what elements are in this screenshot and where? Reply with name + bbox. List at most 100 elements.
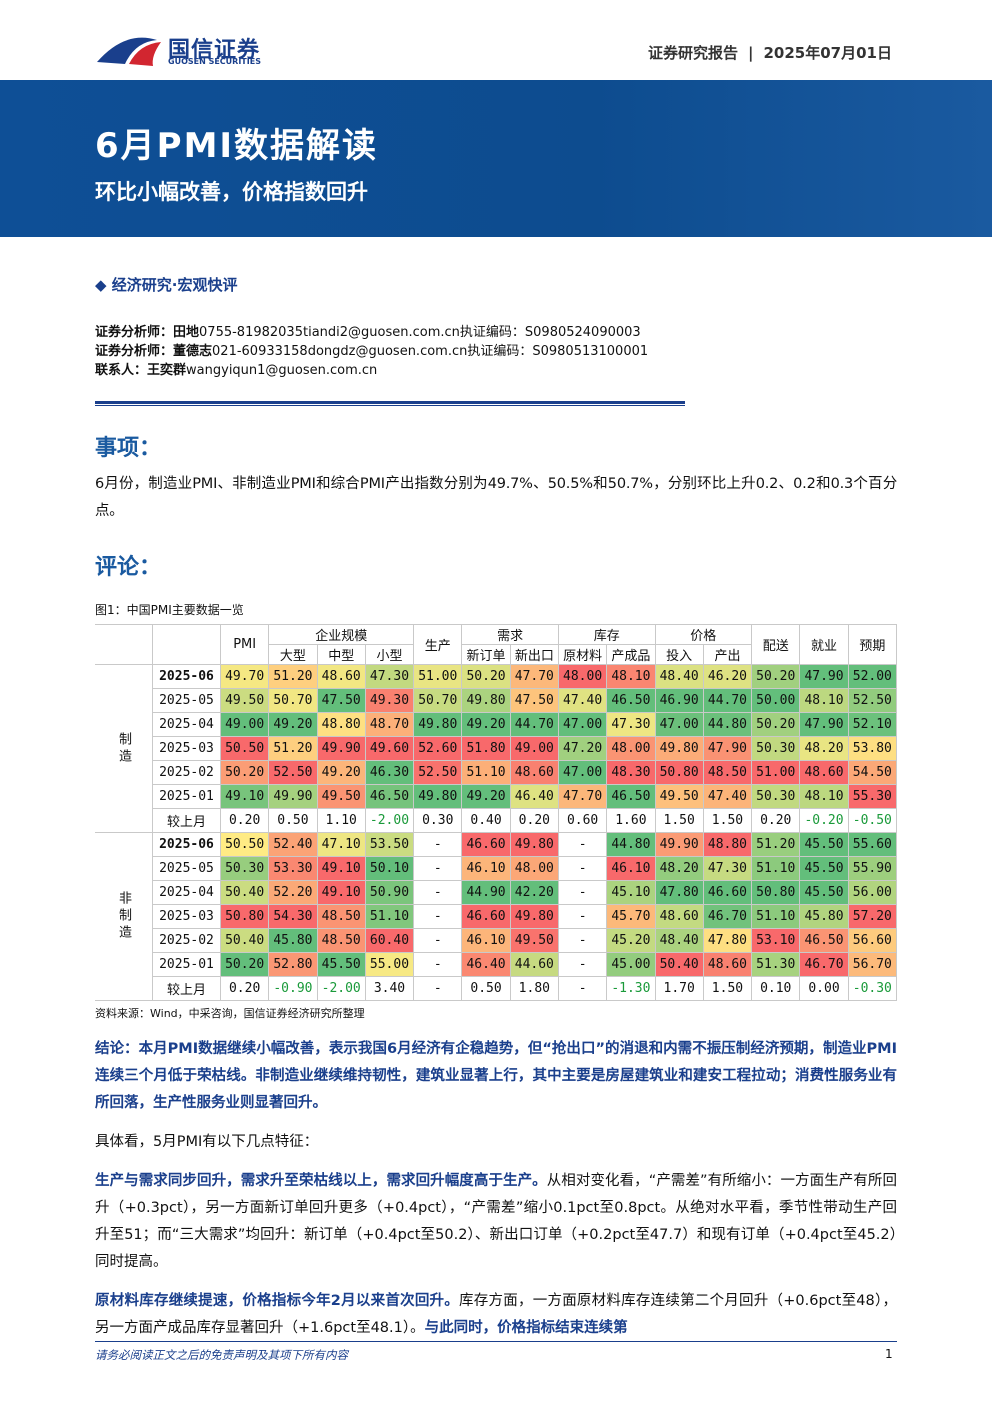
data-row: 较上月 0.20 0.50 1.10 -2.00 0.30 0.40 0.20 0.60 1.60… <box>95 808 898 833</box>
value-cell: -2.00 <box>364 808 415 833</box>
value-cell: 47.70 <box>557 784 608 809</box>
value-cell: 1.80 <box>509 976 559 1001</box>
value-cell: 50.70 <box>413 688 463 713</box>
header-cell: 投入 <box>654 644 704 665</box>
data-row: 2025-01 49.10 49.90 49.50 46.50 49.80 49.20 46.… <box>95 784 898 809</box>
analyst-cert: 执证编码：S0980524090003 <box>459 325 641 340</box>
value-cell: 48.10 <box>799 688 849 713</box>
data-row: 2025-03 50.80 54.30 48.50 51.10-46.60 49.80-4… <box>95 904 898 929</box>
row-label: 2025-06 <box>152 664 221 689</box>
value-cell: 47.80 <box>654 880 704 905</box>
section-tag: ◆ 经济研究·宏观快评 <box>95 276 238 294</box>
value-cell: 49.10 <box>316 880 366 905</box>
header-cell: 需求 <box>461 624 559 645</box>
value-cell: 48.40 <box>654 664 704 689</box>
row-label: 较上月 <box>152 808 221 833</box>
bold-text: 原材料库存继续提速，价格指标今年2月以来首次回升。 <box>95 1293 460 1309</box>
report-type: 证券研究报告 <box>648 44 739 62</box>
corner <box>152 624 221 665</box>
value-cell: 57.20 <box>847 904 898 929</box>
paragraph: 具体看，5月PMI有以下几点特征： <box>95 1129 897 1156</box>
value-cell: 0.20 <box>219 976 270 1001</box>
value-cell: -0.50 <box>847 808 898 833</box>
logo-mark <box>97 37 161 66</box>
value-cell: 49.90 <box>654 832 704 857</box>
value-cell: 46.40 <box>509 784 559 809</box>
value-cell: 46.60 <box>702 880 753 905</box>
data-row: 较上月 0.20 -0.90 -2.00 3.40-0.50 1.80- -1.30 1.70… <box>95 976 898 1001</box>
row-label: 2025-02 <box>152 928 221 953</box>
value-cell: 54.30 <box>268 904 318 929</box>
group-label: 制造 <box>95 664 153 833</box>
value-cell: 49.20 <box>316 760 366 785</box>
value-cell: 49.20 <box>461 784 511 809</box>
value-cell: 49.00 <box>509 736 559 761</box>
footer-rule <box>95 1341 897 1342</box>
value-cell: 44.90 <box>461 880 511 905</box>
value-cell: 48.00 <box>606 736 656 761</box>
value-cell: 1.70 <box>654 976 704 1001</box>
value-cell: 44.70 <box>509 712 559 737</box>
analyst-role: 证券分析师： <box>95 325 174 340</box>
value-cell: -0.90 <box>268 976 318 1001</box>
row-label: 2025-01 <box>152 952 221 977</box>
value-cell: 47.90 <box>702 736 753 761</box>
disclaimer: 请务必阅读正文之后的免责声明及其项下所有内容 <box>95 1348 348 1362</box>
value-cell: 47.30 <box>606 712 656 737</box>
header-cell: 价格 <box>654 624 753 645</box>
analyst-row: 证券分析师：田地0755-81982035tiandi2@guosen.com.… <box>95 321 897 340</box>
section-tag-text: 经济研究·宏观快评 <box>111 276 238 294</box>
value-cell: 49.90 <box>316 736 366 761</box>
row-label: 2025-03 <box>152 736 221 761</box>
value-cell: 47.30 <box>364 664 415 689</box>
header-cell: 大型 <box>268 644 318 665</box>
value-cell: -0.30 <box>847 976 898 1001</box>
value-cell: 45.80 <box>268 928 318 953</box>
value-cell: 0.30 <box>413 808 463 833</box>
value-cell: 45.20 <box>606 928 656 953</box>
value-cell: 46.70 <box>799 952 849 977</box>
value-cell: 50.80 <box>751 880 801 905</box>
value-cell: 49.20 <box>268 712 318 737</box>
value-cell: 48.60 <box>316 664 366 689</box>
figure-caption: 图1：中国PMI主要数据一览 <box>95 603 244 617</box>
value-cell: 50.20 <box>461 664 511 689</box>
value-cell: 49.80 <box>413 712 463 737</box>
value-cell: 49.30 <box>364 688 415 713</box>
value-cell: - <box>557 880 608 905</box>
analyst-name: 董德志 <box>173 344 213 359</box>
value-cell: 49.60 <box>364 736 415 761</box>
value-cell: 48.60 <box>702 952 753 977</box>
value-cell: 49.50 <box>219 688 270 713</box>
value-cell: 45.50 <box>799 856 849 881</box>
rule <box>95 401 685 406</box>
value-cell: - <box>557 952 608 977</box>
header-cell: PMI <box>219 624 270 665</box>
value-cell: 50.10 <box>364 856 415 881</box>
title: 6月PMI数据解读 <box>95 126 379 166</box>
value-cell: 51.00 <box>413 664 463 689</box>
value-cell: 49.70 <box>219 664 270 689</box>
paragraph: 生产与需求同步回升，需求升至荣枯线以上，需求回升幅度高于生产。从相对变化看，“产… <box>95 1168 897 1276</box>
header-cell: 企业规模 <box>268 624 415 645</box>
value-cell: 42.20 <box>509 880 559 905</box>
data-row: 2025-04 50.40 52.20 49.10 50.90-44.90 42.20-4… <box>95 880 898 905</box>
value-cell: 47.50 <box>316 688 366 713</box>
analyst-email: dongdz@guosen.com.cn <box>307 344 468 359</box>
analyst-email: tiandi2@guosen.com.cn <box>302 325 460 340</box>
value-cell: 48.70 <box>364 712 415 737</box>
value-cell: 3.40 <box>364 976 415 1001</box>
value-cell: 49.80 <box>509 904 559 929</box>
value-cell: 50.80 <box>219 904 270 929</box>
value-cell: 56.60 <box>847 928 898 953</box>
analysts: 证券分析师：田地0755-81982035tiandi2@guosen.com.… <box>95 321 897 378</box>
header-cell: 产成品 <box>606 644 656 665</box>
value-cell: 48.50 <box>316 928 366 953</box>
value-cell: 55.60 <box>847 832 898 857</box>
value-cell: 49.00 <box>219 712 270 737</box>
value-cell: 46.30 <box>364 760 415 785</box>
text: 从相对变化看，“产需差”有所缩小：一方面生产有所回升（+0.3pct），另一方面… <box>95 1173 897 1270</box>
value-cell: 46.60 <box>461 832 511 857</box>
value-cell: 48.80 <box>316 712 366 737</box>
value-cell: 45.70 <box>606 904 656 929</box>
